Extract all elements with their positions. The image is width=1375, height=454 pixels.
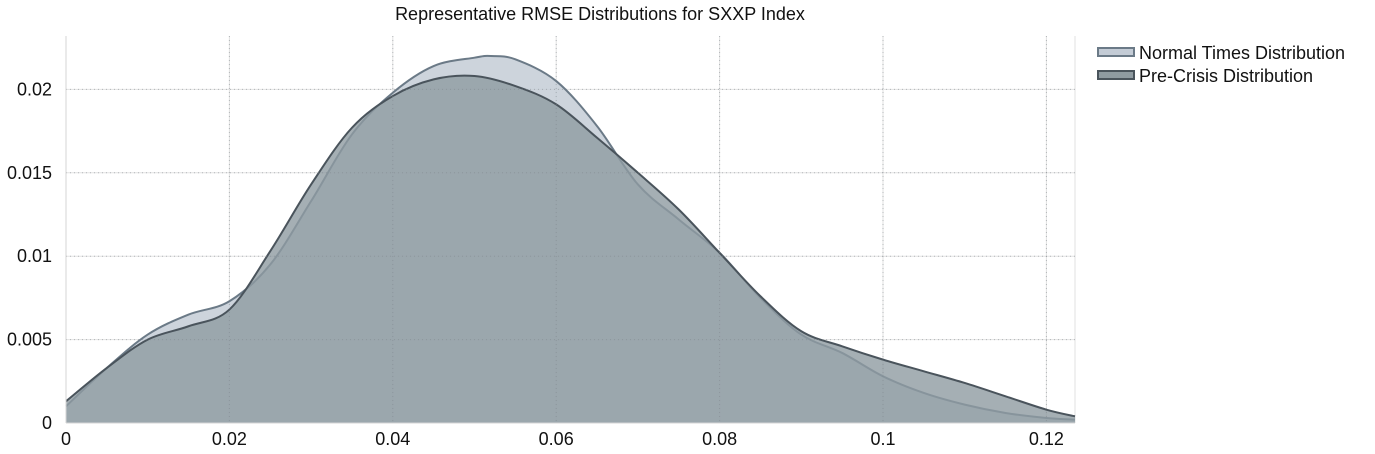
y-tick-label: 0 [42,413,52,433]
legend: Normal Times Distribution Pre-Crisis Dis… [1097,43,1345,86]
y-tick-label: 0.005 [7,330,52,350]
legend-swatch-precrisis [1097,70,1135,80]
x-tick-label: 0.1 [870,429,895,449]
legend-swatch-normal [1097,47,1135,57]
series-areas [65,36,1076,424]
x-tick-label: 0.08 [702,429,737,449]
y-tick-label: 0.015 [7,163,52,183]
legend-label-precrisis: Pre-Crisis Distribution [1139,66,1313,86]
axes: 0 0.02 0.04 0.06 0.08 0.1 0.12 0 0.005 0.01 0.015 0… [7,36,1075,449]
y-tick-label: 0.01 [17,246,52,266]
x-tick-label: 0.04 [375,429,410,449]
series-precrisis-line [65,74,1076,418]
x-tick-label: 0.02 [212,429,247,449]
x-tick-label: 0.12 [1029,429,1064,449]
series-precrisis-area [66,75,1075,423]
legend-label-normal: Normal Times Distribution [1139,43,1345,63]
x-tick-label: 0 [61,429,71,449]
chart-title: Representative RMSE Distributions for SX… [395,4,805,24]
y-tick-label: 0.02 [17,79,52,99]
x-tick-label: 0.06 [539,429,574,449]
